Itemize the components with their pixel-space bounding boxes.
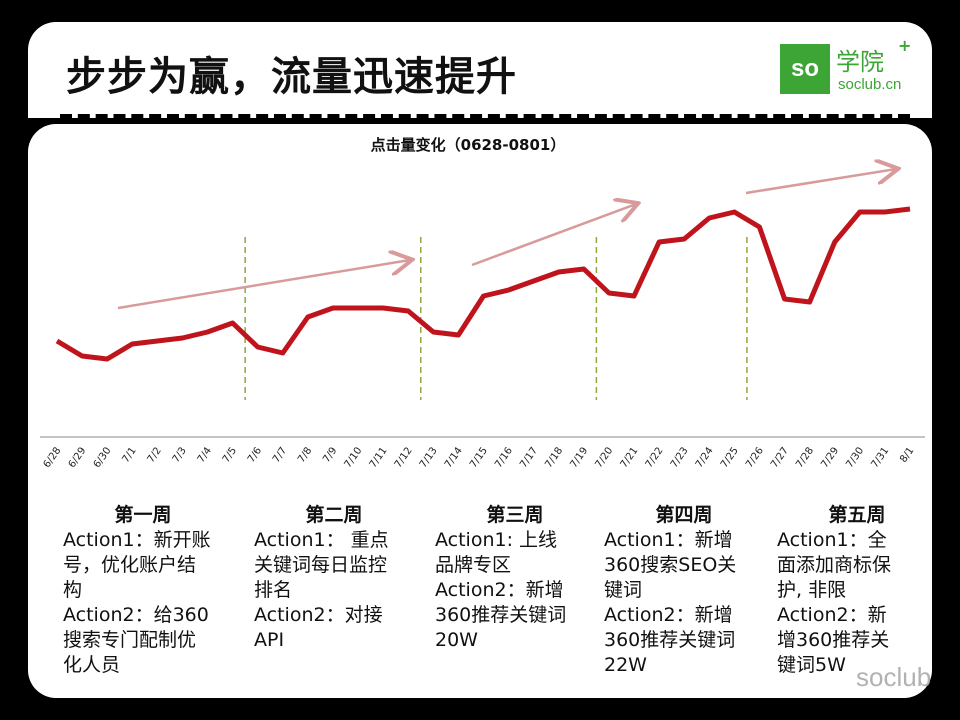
x-tick-label: 6/29	[67, 445, 89, 470]
x-tick-label: 7/23	[669, 445, 691, 470]
x-tick-label: 7/2	[146, 445, 164, 464]
week-title: 第二周	[305, 504, 363, 526]
logo-url: soclub.cn	[838, 76, 902, 93]
x-tick-label: 7/20	[594, 445, 616, 470]
week-action-line: Action1： 重点	[254, 529, 389, 551]
x-tick-label: 7/18	[543, 445, 565, 470]
week-action-line: API	[254, 629, 285, 651]
main-panel	[28, 124, 932, 698]
x-tick-label: 7/3	[171, 445, 189, 464]
watermark: soclub	[856, 662, 932, 692]
week-action-line: 品牌专区	[435, 554, 512, 576]
x-tick-label: 7/11	[368, 445, 390, 470]
week-action-line: 构	[63, 579, 83, 601]
x-tick-label: 7/13	[418, 445, 440, 470]
x-tick-label: 7/16	[493, 445, 515, 470]
week-action-line: 面添加商标保	[777, 554, 892, 576]
week-action-line: 键词	[604, 579, 643, 601]
week-action-line: 号，优化账户结	[63, 554, 197, 576]
x-tick-label: 7/19	[568, 445, 590, 470]
soclub-logo: so 学院 + soclub.cn	[780, 36, 912, 100]
week-action-line: 360推荐关键词	[604, 629, 736, 651]
week-action-line: 键词5W	[777, 654, 846, 676]
week-action-line: Action1：新增	[604, 529, 733, 551]
x-tick-label: 7/29	[819, 445, 841, 470]
x-tick-label: 7/31	[869, 445, 891, 470]
week-action-line: Action2：新增	[604, 604, 733, 626]
week-action-line: 关键词每日监控	[254, 554, 388, 576]
week-action-line: 360推荐关键词	[435, 604, 567, 626]
week-5-summary: 第五周 Action1：全 面添加商标保 护, 非限 Action2：新 增360推荐关键…	[777, 503, 949, 678]
week-4-summary: 第四周 Action1：新增 360搜索SEO关 键词 Action2：新增 360推荐关…	[604, 503, 776, 678]
x-tick-label: 8/1	[898, 445, 916, 464]
x-tick-label: 7/4	[196, 445, 214, 464]
week-title: 第五周	[828, 504, 886, 526]
x-tick-label: 7/1	[120, 445, 138, 464]
week-action-line: Action1：全	[777, 529, 887, 551]
week-action-line: Action1：新开账	[63, 529, 211, 551]
x-tick-label: 7/5	[221, 445, 239, 464]
week-action-line: 搜索专门配制优	[63, 629, 197, 651]
x-tick-label: 7/10	[343, 445, 365, 470]
trend-arrow	[471, 204, 636, 267]
week-action-line: 360搜索SEO关	[604, 554, 737, 576]
x-tick-label: 7/28	[794, 445, 816, 470]
x-tick-label: 6/30	[92, 445, 114, 470]
x-tick-label: 7/8	[296, 445, 314, 464]
x-tick-label: 7/7	[271, 445, 289, 464]
x-tick-label: 7/9	[321, 445, 339, 464]
title-panel: 步步为赢，流量迅速提升 so 学院 + soclub.cn	[28, 22, 932, 118]
logo-name: 学院	[836, 48, 884, 76]
week-action-line: Action2：新	[777, 604, 887, 626]
x-tick-label: 7/26	[744, 445, 766, 470]
chart-title: 点击量变化（0628-0801）	[371, 136, 566, 154]
week-action-line: 护, 非限	[777, 579, 847, 601]
x-tick-label: 7/14	[443, 445, 465, 470]
logo-mark: so	[780, 44, 830, 94]
x-tick-label: 7/22	[644, 445, 666, 470]
logo-plus: +	[898, 36, 912, 55]
week-3-summary: 第三周 Action1: 上线 品牌专区 Action2：新增 360推荐关键词 20W	[435, 503, 607, 653]
x-tick-label: 7/24	[694, 445, 716, 470]
x-tick-label: 7/17	[518, 445, 540, 470]
trend-arrow	[745, 169, 896, 195]
dashed-divider	[60, 114, 910, 120]
week-action-line: 22W	[604, 654, 647, 676]
week-action-line: Action2：新增	[435, 579, 564, 601]
x-tick-label: 7/25	[719, 445, 741, 470]
week-title: 第一周	[114, 504, 172, 526]
week-action-line: Action2：给360	[63, 604, 209, 626]
trend-arrow	[117, 260, 410, 310]
week-title: 第四周	[655, 504, 713, 526]
x-tick-label: 7/21	[619, 445, 641, 470]
x-tick-label: 7/15	[468, 445, 490, 470]
x-tick-label: 7/12	[393, 445, 415, 470]
page-title: 步步为赢，流量迅速提升	[66, 54, 517, 100]
week-action-line: 20W	[435, 629, 478, 651]
week-title: 第三周	[486, 504, 544, 526]
x-tick-label: 7/30	[844, 445, 866, 470]
week-1-summary: 第一周 Action1：新开账 号，优化账户结构 Action2：给360 搜索专门配制…	[63, 503, 235, 678]
week-action-line: 增360推荐关	[777, 629, 890, 651]
week-action-line: 排名	[254, 579, 293, 601]
week-action-line: 化人员	[63, 654, 121, 676]
x-tick-label: 6/28	[42, 445, 64, 470]
x-tick-label: 7/27	[769, 445, 791, 470]
series-line	[55, 206, 911, 362]
week-action-line: Action2：对接	[254, 604, 383, 626]
week-2-summary: 第二周 Action1： 重点 关键词每日监控 排名 Action2：对接 API	[254, 503, 426, 653]
week-action-line: Action1: 上线	[435, 529, 558, 551]
x-tick-label: 7/6	[246, 445, 264, 464]
